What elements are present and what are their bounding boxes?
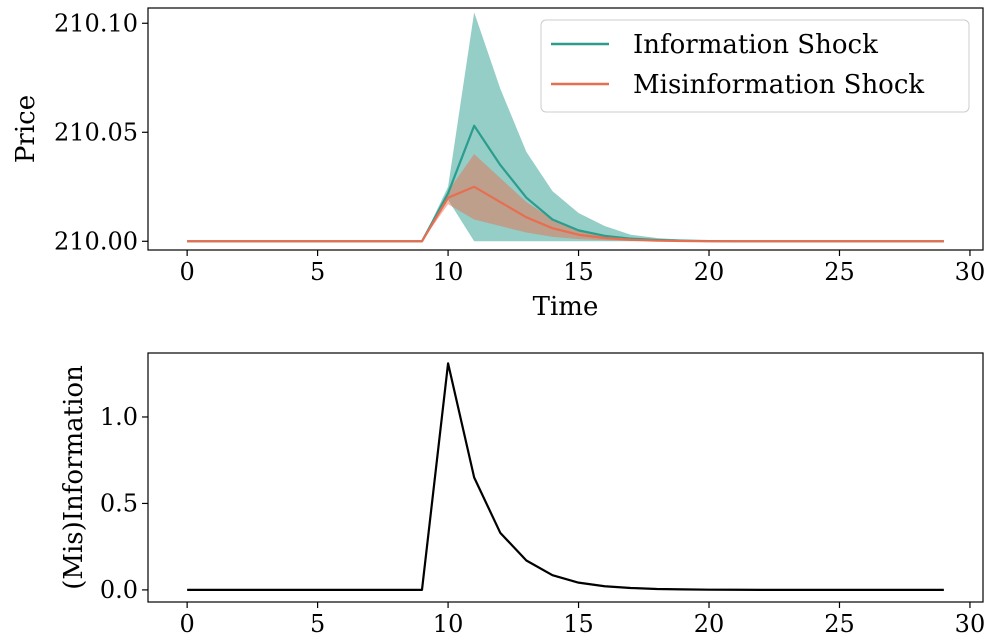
- y-tick-label: 1.0: [100, 403, 138, 431]
- y-axis-label: (Mis)Information: [59, 365, 89, 590]
- series-line-1: [187, 124, 944, 243]
- y-tick-label: 0.5: [100, 489, 138, 517]
- plot-frame: [147, 7, 984, 251]
- x-tick-label: 25: [824, 610, 855, 635]
- x-tick-label: 15: [563, 258, 594, 286]
- x-tick-label: 10: [433, 610, 464, 635]
- chart-panel-1: 0 5 10 15 20 25 30 210.00 210.05 210.10 Time Price I…: [11, 7, 986, 322]
- x-tick-label: 30: [955, 258, 986, 286]
- y-tick-label: 210.05: [54, 118, 138, 146]
- x-tick-label: 5: [310, 258, 325, 286]
- legend-label-2: Misinformation Shock: [633, 70, 924, 100]
- x-tick-label: 5: [310, 610, 325, 635]
- confidence-band-2: [187, 154, 944, 242]
- x-tick-label: 20: [694, 610, 725, 635]
- y-tick-label: 0.0: [100, 576, 138, 604]
- x-tick-label: 20: [694, 258, 725, 286]
- x-tick-label: 10: [433, 258, 464, 286]
- x-tick-label: 0: [180, 610, 195, 635]
- legend-box: [540, 19, 970, 113]
- legend: Information Shock Misinformation Shock: [540, 19, 970, 113]
- x-tick-label: 0: [180, 258, 195, 286]
- plot-frame: [147, 352, 984, 603]
- x-tick-label: 15: [563, 610, 594, 635]
- y-tick-label: 210.00: [54, 227, 138, 255]
- y-axis-label: Price: [11, 95, 41, 163]
- x-axis-label: Time: [533, 292, 599, 322]
- legend-label-1: Information Shock: [633, 30, 878, 60]
- y-tick-label: 210.10: [54, 9, 138, 37]
- series-line-2: [187, 185, 944, 243]
- series-line-1: [187, 362, 944, 592]
- x-tick-label: 30: [955, 610, 986, 635]
- chart-panel-2: 0 5 10 15 20 25 30 0.0 0.5 1.0 (Mis)Information: [59, 352, 986, 635]
- x-tick-label: 25: [824, 258, 855, 286]
